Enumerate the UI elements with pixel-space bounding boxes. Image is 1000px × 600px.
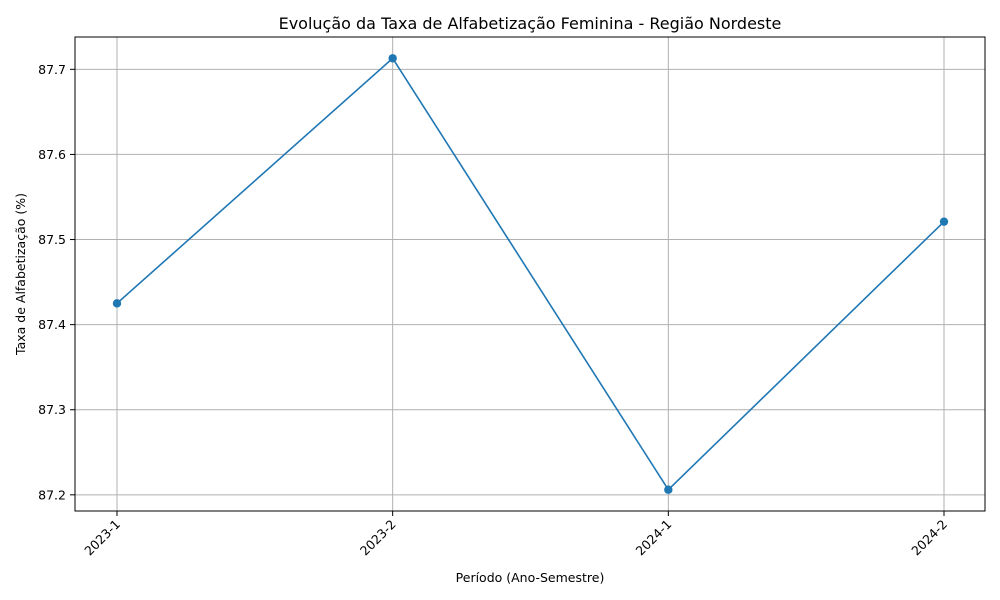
chart-title: Evolução da Taxa de Alfabetização Femini…	[279, 14, 782, 33]
ticks-layer: 2023-1 2023-2 2024-1 2024-2 87.2 87.3 87.4 87.5…	[38, 62, 950, 559]
data-point-marker	[664, 485, 673, 494]
y-tick-label: 87.3	[38, 402, 66, 417]
x-tick-label: 2023-2	[357, 517, 399, 559]
plot-frame	[74, 36, 986, 512]
axes-layer	[74, 36, 986, 512]
grid-layer	[75, 37, 985, 511]
x-axis-label: Período (Ano-Semestre)	[456, 570, 605, 585]
y-axis-label: Taxa de Alfabetização (%)	[13, 193, 28, 356]
data-point-marker	[388, 54, 397, 63]
x-tick-label: 2024-2	[908, 517, 950, 559]
series-layer	[112, 54, 949, 494]
data-point-marker	[112, 299, 122, 308]
series-line	[116, 57, 945, 491]
y-tick-label: 87.2	[38, 487, 66, 502]
y-tick-label: 87.6	[38, 147, 66, 162]
y-tick-label: 87.4	[38, 317, 66, 332]
data-point-marker	[939, 217, 949, 226]
y-tick-label: 87.5	[38, 232, 66, 247]
x-tick-label: 2023-1	[81, 517, 123, 559]
x-tick-label: 2024-1	[633, 517, 675, 559]
y-tick-label: 87.7	[38, 62, 66, 77]
